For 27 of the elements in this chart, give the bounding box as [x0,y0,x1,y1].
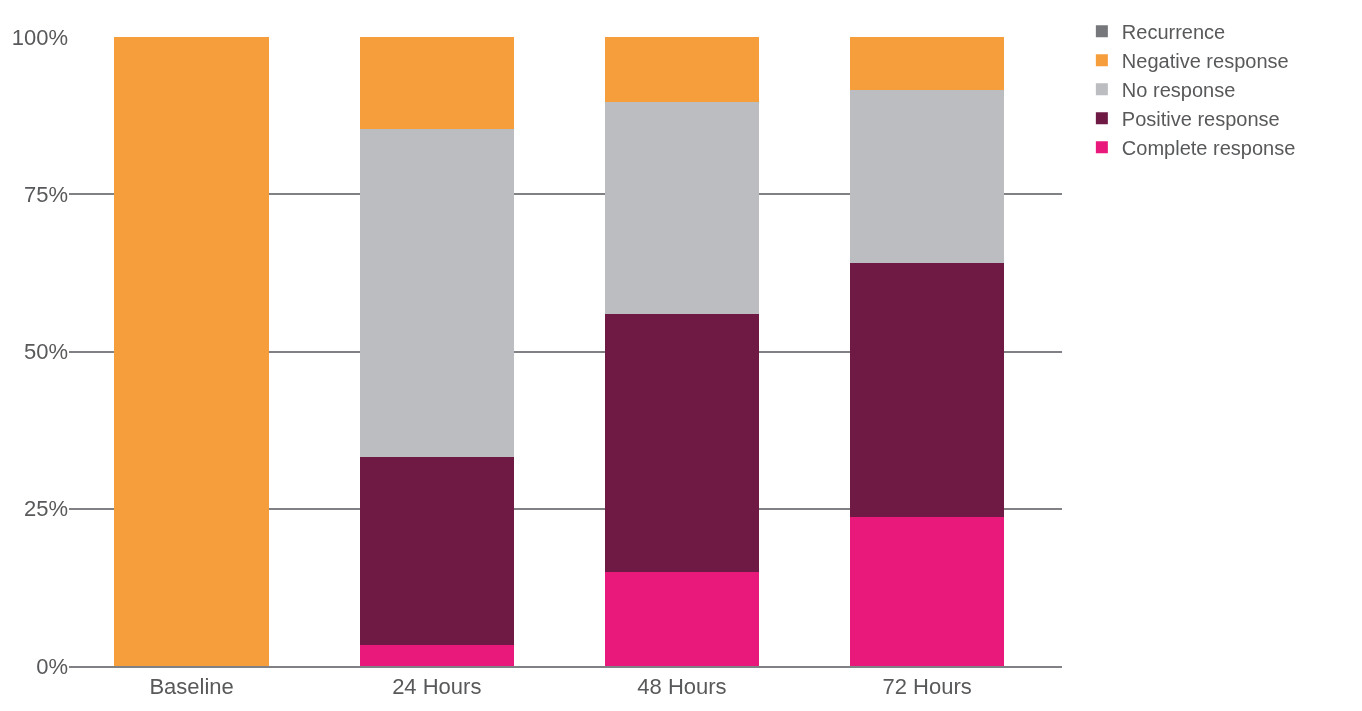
y-tick-label: 25% [23,496,68,522]
y-tick-label: 0% [36,653,68,679]
legend-label: No response [1121,79,1236,102]
y-tick-label: 100% [11,24,68,50]
legend-label: Negative response [1121,50,1289,73]
bar [849,516,1005,666]
bar [359,37,515,129]
bar [359,457,515,645]
bar [359,128,515,458]
legend-label: Recurrence [1121,21,1226,44]
x-tick-label: 24 Hours [392,674,482,700]
bar [849,37,1005,90]
x-tick-label: 72 Hours [882,674,972,700]
x-tick-label: Baseline [149,674,234,700]
bar [849,89,1005,264]
bar [604,102,760,315]
bar [604,572,760,666]
y-tick-label: 50% [23,339,68,365]
x-tick-label: 48 Hours [637,674,727,700]
bar [114,37,269,666]
bar [604,314,760,573]
bar [849,263,1005,517]
bar [359,644,515,666]
bar [604,37,760,103]
legend-label: Complete response [1121,137,1296,160]
y-tick-label: 75% [23,181,68,207]
legend-label: Positive response [1121,108,1280,131]
